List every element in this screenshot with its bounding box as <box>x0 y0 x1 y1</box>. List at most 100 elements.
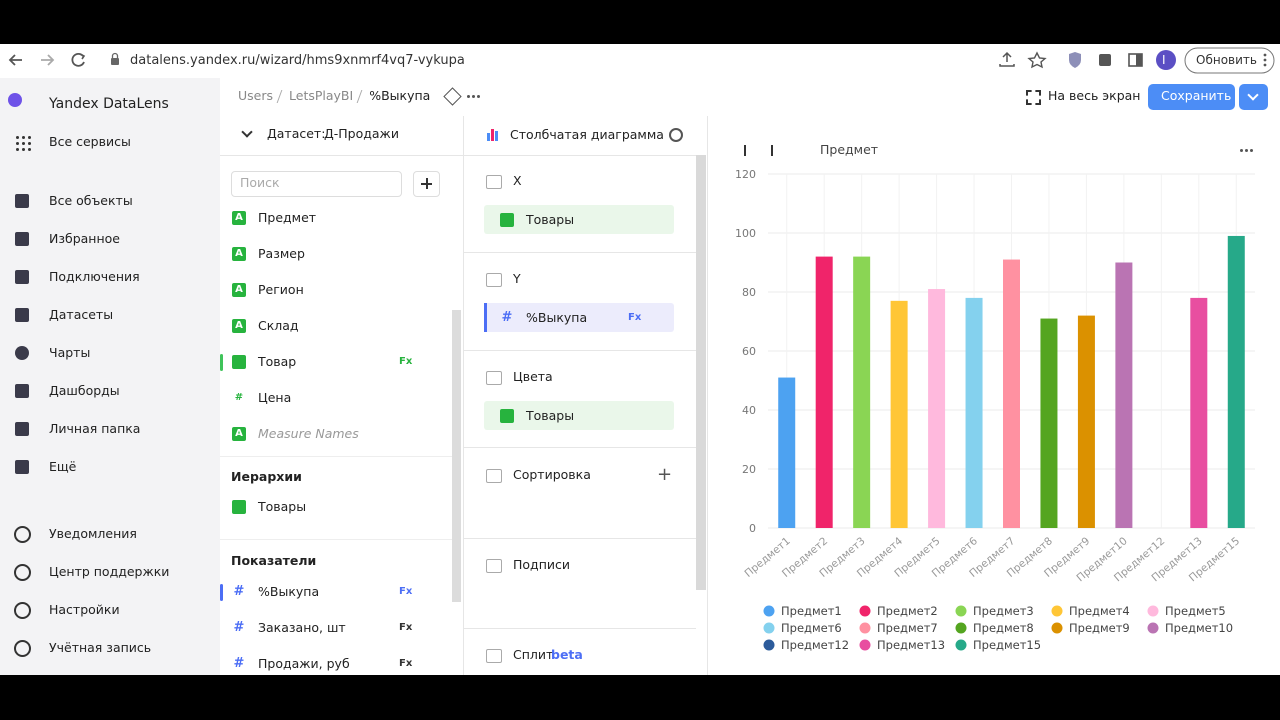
legend-label: Предмет7 <box>877 621 938 635</box>
section-icon <box>486 175 502 189</box>
section-icon <box>486 469 502 483</box>
bottom-item[interactable]: Уведомления <box>49 526 137 541</box>
breadcrumb[interactable]: %Выкупа <box>369 88 431 103</box>
chip-marker <box>484 303 487 332</box>
section-title: X <box>513 173 522 188</box>
url[interactable]: datalens.yandex.ru/wizard/hms9xnmrf4vq7-… <box>130 53 465 68</box>
add-button[interactable]: + <box>657 464 673 485</box>
wizard-panel <box>464 116 708 675</box>
dimension[interactable]: Предмет <box>258 210 317 225</box>
add-field-button[interactable] <box>413 171 440 197</box>
nav-icon <box>15 422 29 436</box>
field-icon: A <box>232 283 246 297</box>
dimension[interactable]: Товар <box>258 354 297 369</box>
breadcrumb[interactable]: LetsPlayBI <box>289 88 354 103</box>
formula-icon: Fx <box>399 622 413 633</box>
settings-icon[interactable] <box>669 128 683 142</box>
bottom-item[interactable]: Центр поддержки <box>49 564 170 579</box>
hierarchy[interactable]: Товары <box>258 499 307 514</box>
field-chip[interactable] <box>484 401 674 430</box>
more-dot <box>467 95 470 98</box>
chart-type-icon <box>487 133 490 141</box>
breadcrumb[interactable]: Users <box>238 88 274 103</box>
services-dot <box>22 136 25 139</box>
browser-icons <box>8 47 1275 74</box>
bottom-bar <box>0 675 1280 720</box>
dimension[interactable]: Регион <box>258 282 304 297</box>
bottom-item[interactable]: Настройки <box>49 602 120 617</box>
nav-item[interactable]: Датасеты <box>49 307 114 322</box>
measure[interactable]: Продажи, руб <box>258 656 350 671</box>
nav-icon <box>15 384 29 398</box>
chart-type[interactable]: Столбчатая диаграмма <box>510 127 664 142</box>
chart-breadcrumb[interactable]: Предмет <box>820 142 879 157</box>
fullscreen[interactable]: На весь экран <box>1048 88 1141 103</box>
legend-label: Предмет6 <box>781 621 842 635</box>
hierarchy-icon <box>500 213 514 227</box>
measure[interactable]: Заказано, шт <box>258 620 346 635</box>
bar <box>928 289 946 528</box>
legend-swatch <box>859 605 871 617</box>
nav-item[interactable]: Чарты <box>49 345 91 360</box>
legend-label: Предмет4 <box>1069 604 1130 618</box>
legend-label: Предмет9 <box>1069 621 1130 635</box>
legend-label: Предмет8 <box>973 621 1034 635</box>
nav-item[interactable]: Подключения <box>49 269 140 284</box>
dataset-scrollbar <box>452 310 461 602</box>
nav-item[interactable]: Все объекты <box>49 193 133 208</box>
hierarchy-icon <box>232 500 246 514</box>
services-dot <box>28 136 31 139</box>
nav-item[interactable]: Дашборды <box>49 383 120 398</box>
field[interactable]: Товары <box>526 408 575 423</box>
brand[interactable]: Yandex DataLens <box>49 96 169 112</box>
more-dot <box>477 95 480 98</box>
services-dot <box>22 142 25 145</box>
dataset-name[interactable]: Д-Продажи <box>324 126 399 141</box>
legend-label: Предмет2 <box>877 604 938 618</box>
sort-asc[interactable] <box>744 145 746 156</box>
wizard-divider <box>464 447 696 448</box>
chart-menu-dot <box>1240 149 1243 152</box>
bottom-item[interactable]: Учётная запись <box>49 640 152 655</box>
nav-item[interactable]: Ещё <box>49 459 77 474</box>
services-dot <box>28 142 31 145</box>
dimension[interactable]: Measure Names <box>258 426 359 441</box>
nav-icon <box>15 232 29 246</box>
legend-swatch <box>1147 605 1159 617</box>
bottom-icon <box>14 640 31 657</box>
dataset-panel <box>220 116 464 675</box>
more-dot <box>472 95 475 98</box>
save-menu[interactable] <box>1239 84 1268 110</box>
legend-label: Предмет10 <box>1165 621 1233 635</box>
fullscreen-icon[interactable] <box>1026 90 1041 105</box>
dimension[interactable]: Склад <box>258 318 299 333</box>
search-box[interactable] <box>231 171 402 197</box>
nav-item[interactable]: Личная папка <box>49 421 141 436</box>
nav-item[interactable]: Избранное <box>49 231 120 246</box>
section-title: Сплит <box>513 647 554 662</box>
nav-icon <box>15 270 29 284</box>
legend-swatch <box>1147 622 1159 634</box>
sort-desc[interactable] <box>771 145 773 156</box>
field-chip[interactable] <box>484 205 674 234</box>
section-icon <box>486 273 502 287</box>
field[interactable]: Товары <box>526 212 575 227</box>
bottom-icon <box>14 602 31 619</box>
chart-panel <box>708 116 1280 675</box>
measure[interactable]: %Выкупа <box>258 584 320 599</box>
y-tick-label: 60 <box>742 345 756 358</box>
field[interactable]: %Выкупа <box>526 310 588 325</box>
dimension[interactable]: Цена <box>258 390 292 405</box>
services[interactable]: Все сервисы <box>49 134 131 149</box>
dimension[interactable]: Размер <box>258 246 305 261</box>
section-title: Иерархии <box>231 469 302 484</box>
save-button[interactable] <box>1148 84 1235 110</box>
dataset-divider <box>220 539 452 540</box>
bar <box>1003 259 1020 528</box>
dataset-divider <box>220 155 463 156</box>
profile-letter[interactable]: I <box>1162 53 1166 67</box>
save-label[interactable]: Сохранить <box>1161 88 1232 103</box>
field-chip[interactable] <box>484 303 674 332</box>
update-button[interactable]: Обновить <box>1196 53 1257 67</box>
